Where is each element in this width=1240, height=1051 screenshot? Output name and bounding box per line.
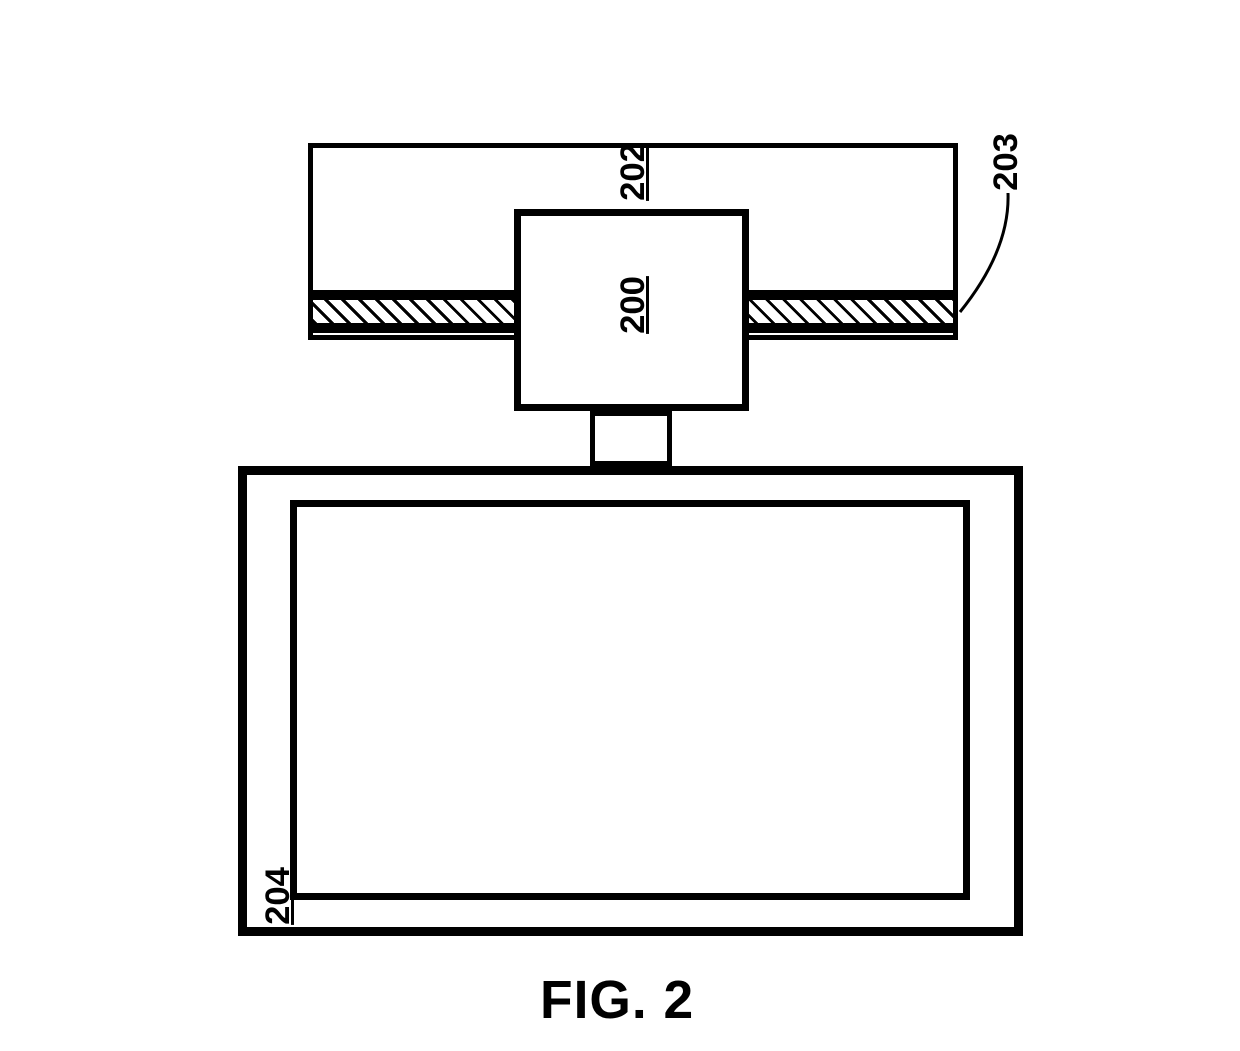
figure-canvas: 202 200 203 204 FIG. 2 <box>0 0 1240 1051</box>
label-204: 204 <box>248 866 308 926</box>
label-203: 203 <box>976 132 1036 192</box>
label-200: 200 <box>603 275 663 335</box>
figure-caption: FIG. 2 <box>540 970 694 1031</box>
label-202: 202 <box>603 142 663 202</box>
monitor-screen <box>290 500 970 900</box>
connector-neck <box>590 411 672 466</box>
